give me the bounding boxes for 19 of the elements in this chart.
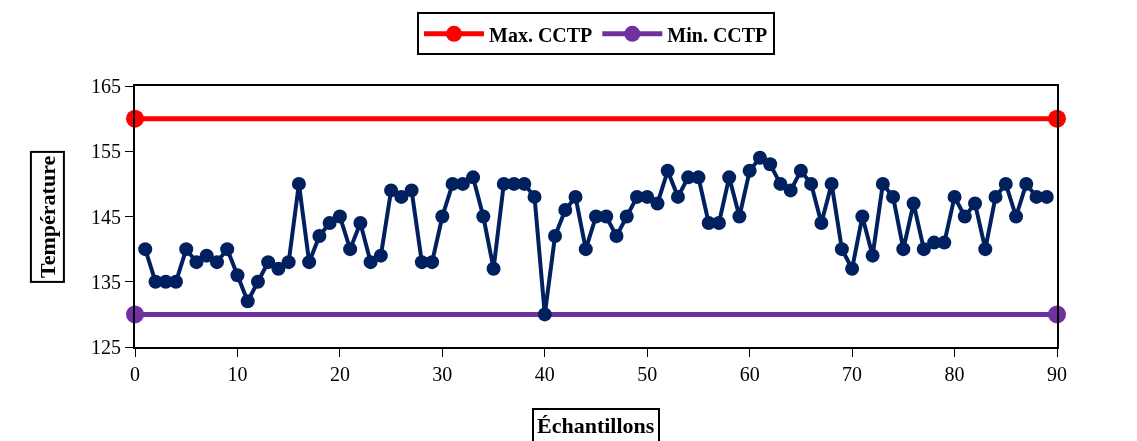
x-axis-title: Échantillons [537, 413, 655, 438]
x-tick-label: 60 [739, 363, 760, 385]
x-tick-label: 70 [842, 363, 863, 385]
x-tick-label: 40 [534, 363, 555, 385]
y-tick-label: 125 [91, 336, 121, 358]
y-tick-label: 155 [91, 140, 121, 163]
x-tick-label: 50 [637, 363, 658, 385]
y-axis-title: Température [34, 155, 60, 278]
x-tick-label: 90 [1047, 363, 1067, 385]
legend-label: Max. CCTP [489, 23, 593, 46]
y-tick-label: 135 [91, 270, 121, 293]
x-tick-label: 10 [227, 363, 248, 385]
legend-label: Min. CCTP [667, 23, 768, 46]
y-tick-label: 145 [91, 205, 121, 228]
x-tick-label: 30 [432, 363, 453, 385]
y-tick-label: 165 [91, 75, 121, 97]
x-tick-label: 20 [329, 363, 350, 385]
x-tick-label: 0 [130, 363, 140, 385]
x-tick-label: 80 [944, 363, 965, 385]
